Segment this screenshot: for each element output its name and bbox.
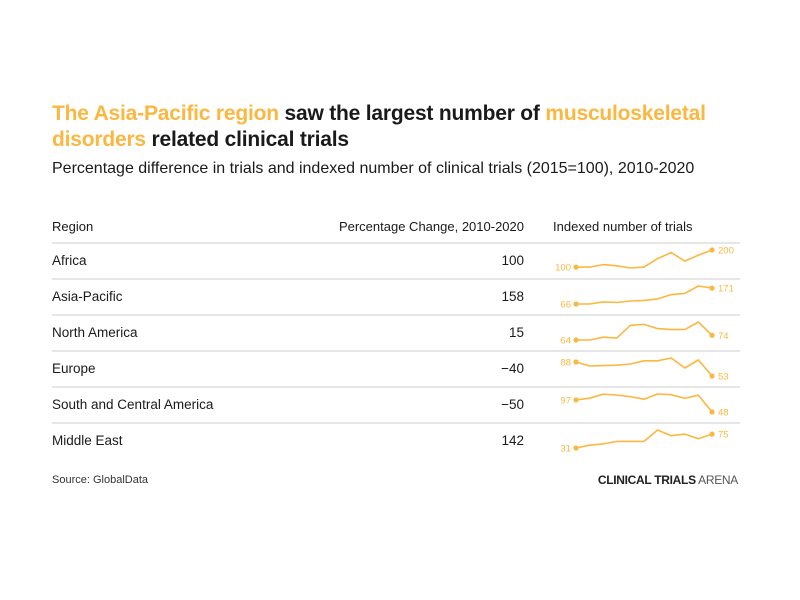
sparkline-end-dot <box>709 409 715 415</box>
sparkline: 31 75 <box>560 429 729 455</box>
sparkline-end-label: 171 <box>718 284 734 295</box>
sparkline-start-dot <box>573 337 579 343</box>
percentage-change-value: 100 <box>501 253 524 268</box>
table-body: Africa 100 100 200 Asia-Pacific 158 66 171 North… <box>52 244 740 458</box>
sparkline-line <box>576 321 713 341</box>
brand-logo-bold: CLINICAL TRIALS <box>597 473 696 487</box>
sparkline-end-label: 75 <box>718 430 729 441</box>
brand-logo-light: ARENA <box>695 473 738 487</box>
sparkline-start-dot <box>573 397 579 403</box>
sparkline: 88 53 <box>560 357 729 383</box>
sparkline-start-dot <box>573 264 579 270</box>
sparkline-start-label: 100 <box>555 263 571 274</box>
sparkline-end-label: 200 <box>718 246 734 257</box>
title-highlight-region: The Asia-Pacific region <box>52 102 279 125</box>
sparkline-end-label: 53 <box>718 372 729 383</box>
sparkline-start-label: 66 <box>560 300 571 311</box>
percentage-change-value: 158 <box>501 289 524 304</box>
region-name: South and Central America <box>52 397 214 412</box>
sparkline-end-dot <box>709 431 715 437</box>
sparkline-end-dot <box>709 332 715 338</box>
region-name: Asia-Pacific <box>52 289 123 304</box>
title-text-1: saw the largest number of <box>278 102 546 125</box>
sparkline-line <box>576 285 713 305</box>
table-row: Europe −40 88 53 <box>52 352 740 388</box>
sparkline-start-label: 97 <box>560 395 571 406</box>
sparkline-line <box>575 357 713 377</box>
sparkline-start-label: 88 <box>560 358 571 369</box>
sparkline-end-label: 48 <box>718 408 729 419</box>
sparkline-end-dot <box>709 373 715 379</box>
table-row: South and Central America −50 97 48 <box>52 388 740 424</box>
sparkline-end-dot <box>709 285 715 291</box>
sparkline-start-dot <box>573 301 579 307</box>
title-text-2: related clinical trials <box>145 128 350 151</box>
sparkline: 64 74 <box>560 321 729 347</box>
sparkline-end-label: 74 <box>718 331 729 342</box>
region-name: North America <box>52 325 138 340</box>
sparkline: 100 200 <box>555 246 734 274</box>
column-header-region: Region <box>52 219 94 234</box>
sparkline-start-dot <box>573 359 579 365</box>
percentage-change-value: 15 <box>508 325 524 340</box>
region-name: Europe <box>52 361 96 376</box>
column-header-pct-change: Percentage Change, 2010-2020 <box>338 219 524 234</box>
sparkline-start-label: 64 <box>560 336 571 347</box>
percentage-change-value: −40 <box>501 361 524 376</box>
source-note: Source: GlobalData <box>52 474 148 486</box>
table-header: Region Percentage Change, 2010-2020 Inde… <box>52 210 740 244</box>
table-row: Middle East 142 31 75 <box>52 424 740 458</box>
sparkline-start-label: 31 <box>560 444 571 455</box>
table-row: Asia-Pacific 158 66 171 <box>52 280 740 316</box>
sparkline-line <box>575 393 713 413</box>
chart-subtitle: Percentage difference in trials and inde… <box>52 160 695 177</box>
sparkline-line <box>576 249 713 269</box>
sparkline-end-dot <box>709 247 715 253</box>
column-header-indexed-trials: Indexed number of trials <box>553 219 693 234</box>
sparkline-line <box>575 429 713 449</box>
table-row: Africa 100 100 200 <box>52 244 740 280</box>
chart-title: The Asia-Pacific region saw the largest … <box>52 101 752 153</box>
percentage-change-value: 142 <box>501 433 524 448</box>
sparkline-start-dot <box>573 445 579 451</box>
percentage-change-value: −50 <box>501 397 524 412</box>
region-name: Middle East <box>52 433 123 448</box>
sparkline: 66 171 <box>560 284 734 311</box>
sparkline: 97 48 <box>560 393 729 419</box>
brand-logo: CLINICAL TRIALS ARENA <box>598 473 738 487</box>
region-name: Africa <box>52 253 87 268</box>
data-table: Region Percentage Change, 2010-2020 Inde… <box>52 210 740 458</box>
table-row: North America 15 64 74 <box>52 316 740 352</box>
title-highlight-disease: musculoskeletal disorders <box>52 102 706 151</box>
